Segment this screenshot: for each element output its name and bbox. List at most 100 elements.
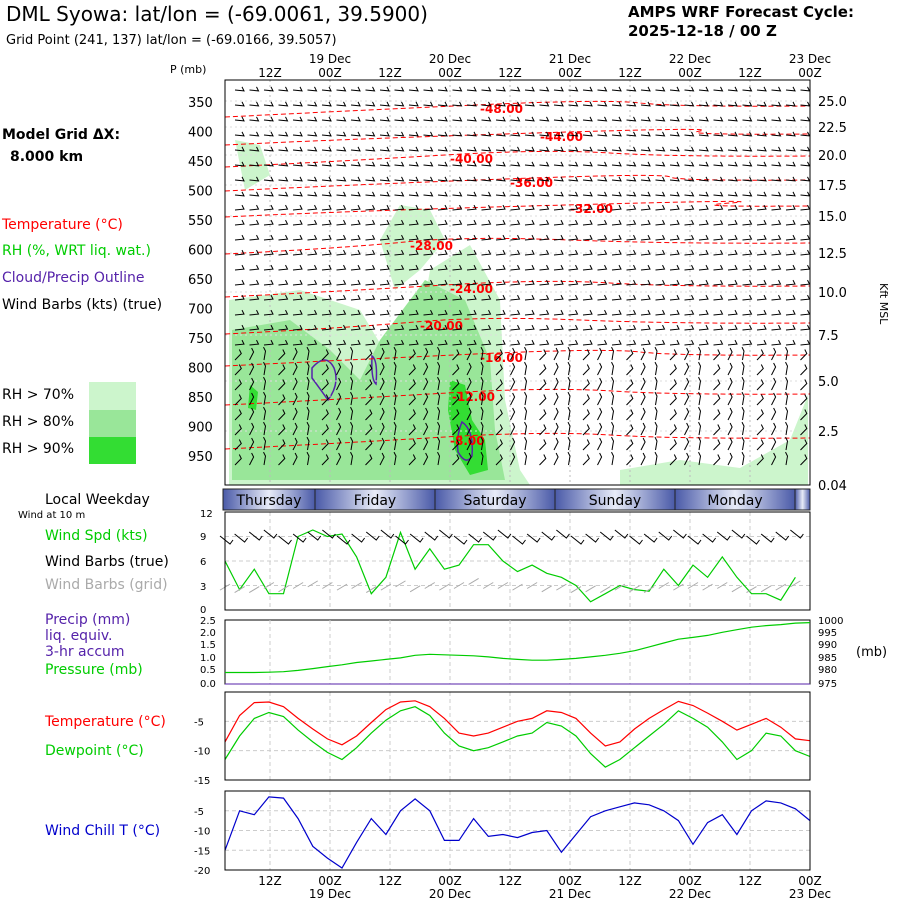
wind-barb (307, 324, 318, 331)
wind-barb (582, 309, 593, 316)
wind-barb (539, 409, 547, 421)
wind-barb (669, 324, 680, 331)
day-cell-5 (794, 488, 811, 511)
wind-barb (278, 176, 289, 182)
wind-barb (278, 309, 289, 316)
wind-barb (278, 131, 289, 137)
wind-barb (640, 264, 651, 271)
grid-barb (278, 585, 289, 593)
wind-barb (771, 437, 777, 451)
wind-barb (379, 146, 390, 152)
wind-barb (684, 339, 695, 346)
wind-barb (306, 421, 310, 436)
wind-barb (437, 294, 448, 301)
wind-barb (249, 219, 260, 226)
wind-barb (234, 339, 245, 346)
wind-barb (292, 161, 303, 167)
wind-barb (495, 409, 503, 421)
true-barb (687, 535, 702, 545)
wind-barb (567, 346, 571, 361)
wind-barb (249, 452, 255, 466)
wind-barb (307, 264, 318, 271)
height-tick-9: 2.5 (818, 425, 839, 440)
top-date-label-4: 23 Dec (789, 52, 831, 66)
wind-barb (350, 309, 361, 316)
wind-barb (321, 324, 332, 331)
wind-barb (742, 204, 753, 211)
wind-barb (408, 409, 416, 421)
wind-barb (292, 347, 298, 361)
wind-barb (466, 249, 477, 256)
wind-barb (307, 176, 318, 182)
wind-barb (727, 279, 738, 286)
wind-barb (437, 451, 441, 466)
wind-barb (684, 249, 695, 256)
wind-barb (278, 204, 289, 211)
wind-barb (408, 279, 419, 286)
wind-barb (742, 309, 753, 316)
wind-barb (640, 131, 651, 137)
wind-barb (771, 161, 782, 167)
wind-barb (336, 294, 347, 301)
wind-barb (553, 131, 564, 137)
wind-barb (234, 309, 245, 316)
wind-barb (336, 176, 347, 182)
wind-barb (524, 361, 528, 376)
wind-barb (321, 379, 329, 391)
wind-barb (655, 249, 666, 256)
wind-barb (292, 264, 303, 271)
wind-barb (510, 191, 521, 197)
wind-barb (771, 377, 777, 391)
wind-barb (698, 219, 709, 226)
precip-ytick-5: 0.0 (200, 679, 216, 690)
wind-barb (234, 176, 245, 182)
wind-barb (524, 86, 535, 92)
legend-pressure: Pressure (mb) (45, 662, 143, 678)
wind-barb (408, 161, 419, 167)
wind-barb (234, 364, 242, 376)
wind-barb (510, 362, 516, 376)
true-barb (322, 529, 336, 539)
wind-barb (669, 249, 680, 256)
wind-barb (249, 294, 260, 301)
grid-barb (453, 582, 465, 589)
day-label-2: Saturday (463, 493, 526, 509)
wind-barb (626, 454, 634, 466)
wind-barb (785, 176, 796, 182)
wind-barb (510, 234, 521, 241)
day-label-4: Monday (707, 493, 762, 509)
wind-barb (234, 324, 245, 331)
wind-barb (771, 339, 782, 346)
wind-barb (553, 146, 564, 152)
wind-barb (611, 339, 622, 346)
wind-barb (379, 219, 390, 226)
wind-barb (510, 204, 521, 211)
wind-barb (568, 86, 579, 92)
wind-barb (394, 146, 405, 152)
pressure-ytick-4: 980 (818, 665, 837, 676)
wind-barb (481, 176, 492, 182)
wind-barb (713, 324, 724, 331)
rh80-swatch (89, 410, 136, 437)
wind-barb (278, 394, 286, 406)
wind-barb (278, 424, 286, 436)
legend-temperature: Temperature (°C) (2, 217, 123, 233)
grid-barb (556, 583, 567, 591)
top-time-tick-3: 00Z (438, 66, 462, 80)
wind-barb (524, 436, 528, 451)
wind-barb (524, 161, 535, 167)
isotherm-8 (224, 349, 811, 367)
wind-barb (785, 309, 796, 316)
wind-barb (539, 264, 550, 271)
wind-barb (336, 86, 347, 92)
wind-barb (626, 294, 637, 301)
wind-barb (582, 454, 590, 466)
wind-barb (350, 176, 361, 182)
precip-ytick-4: 0.5 (200, 665, 216, 676)
wind-barb (597, 219, 608, 226)
bottom-time-tick-7: 00Z (678, 874, 702, 888)
wind-barb (669, 364, 677, 376)
true-barb (248, 531, 263, 541)
wind-barb (800, 324, 811, 331)
wind-barb (713, 364, 721, 376)
